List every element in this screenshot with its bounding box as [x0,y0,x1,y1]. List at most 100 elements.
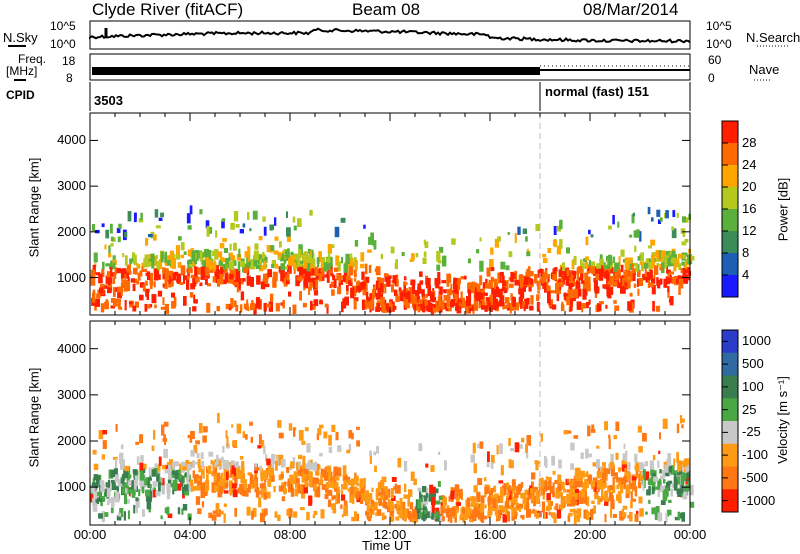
scatter-cell [316,257,320,264]
scatter-cell [174,474,177,480]
scatter-cell [290,461,295,469]
velocity-colorbar-label: Velocity [m s⁻¹] [775,376,790,464]
scatter-cell [552,492,556,498]
scatter-cell [677,461,682,472]
scatter-cell [408,489,413,497]
scatter-cell [275,461,278,471]
scatter-cell [260,474,264,482]
scatter-cell [626,484,629,488]
scatter-cell [332,274,336,281]
scatter-cell [487,451,490,463]
scatter-cell [677,511,681,521]
scatter-cell [238,278,241,289]
scatter-cell [217,251,223,258]
scatter-cell [419,280,423,285]
scatter-cell [296,276,302,281]
scatter-cell [232,440,237,447]
scatter-cell [328,434,332,446]
scatter-cell [140,212,143,221]
scatter-cell [461,303,466,308]
scatter-cell [286,279,290,285]
scatter-cell [264,508,268,516]
scatter-cell [317,261,320,268]
scatter-cell [666,265,669,274]
velocity-colorbar-swatch [722,398,738,422]
scatter-cell [682,254,687,260]
scatter-cell [404,509,408,519]
scatter-cell [393,486,397,490]
scatter-cell [674,257,679,268]
scatter-cell [689,484,694,496]
scatter-cell [558,491,563,497]
scatter-cell [613,300,617,304]
scatter-cell [149,272,153,281]
scatter-cell [96,293,99,299]
scatter-cell [265,283,270,288]
scatter-cell [650,239,656,246]
scatter-cell [328,252,331,263]
scatter-cell [168,470,172,480]
scatter-cell [203,426,208,433]
scatter-cell [247,506,250,516]
scatter-cell [578,474,582,485]
scatter-cell [311,463,315,470]
scatter-cell [617,221,620,228]
scatter-cell [233,300,237,307]
scatter-cell [664,213,667,219]
scatter-cell [612,514,617,518]
scatter-cell [141,266,144,272]
scatter-cell [620,477,626,485]
scatter-cell [614,472,618,480]
scatter-cell [332,508,337,514]
scatter-cell [483,292,488,296]
scatter-cell [110,243,114,247]
scatter-cell [640,252,644,262]
scatter-cell [684,217,689,223]
scatter-cell [263,492,267,500]
scatter-cell [602,472,607,480]
scatter-cell [616,484,620,490]
scatter-cell [521,284,526,292]
scatter-cell [509,303,512,314]
scatter-cell [540,489,546,495]
scatter-cell [193,475,197,482]
scatter-cell [478,303,481,309]
scatter-cell [329,481,335,488]
scatter-cell [254,463,258,471]
scatter-cell [539,269,544,277]
scatter-cell [511,479,516,490]
scatter-cell [528,271,534,277]
scatter-cell [635,265,639,272]
scatter-cell [224,483,229,488]
scatter-cell [665,210,669,219]
scatter-cell [498,288,503,299]
scatter-cell [438,451,441,455]
scatter-cell [98,287,104,294]
scatter-cell [246,260,252,269]
scatter-cell [138,489,141,497]
scatter-cell [647,280,650,288]
scatter-cell [604,499,609,506]
scatter-cell [547,248,552,253]
scatter-cell [145,237,149,246]
scatter-cell [384,273,388,282]
scatter-cell [369,450,372,456]
scatter-cell [308,480,313,487]
scatter-cell [573,514,577,525]
scatter-cell [225,257,230,269]
scatter-cell [530,278,534,285]
scatter-cell [479,237,482,242]
scatter-cell [293,262,297,271]
scatter-cell [568,277,573,282]
scatter-cell [166,483,171,494]
scatter-cell [217,270,222,274]
scatter-cell [437,271,441,281]
scatter-cell [146,290,150,300]
scatter-cell [320,509,325,519]
scatter-cell [158,456,162,467]
scatter-cell [664,255,670,262]
scatter-cell [195,461,198,465]
scatter-cell [436,264,441,271]
scatter-cell [287,248,290,259]
scatter-cell [684,238,689,243]
